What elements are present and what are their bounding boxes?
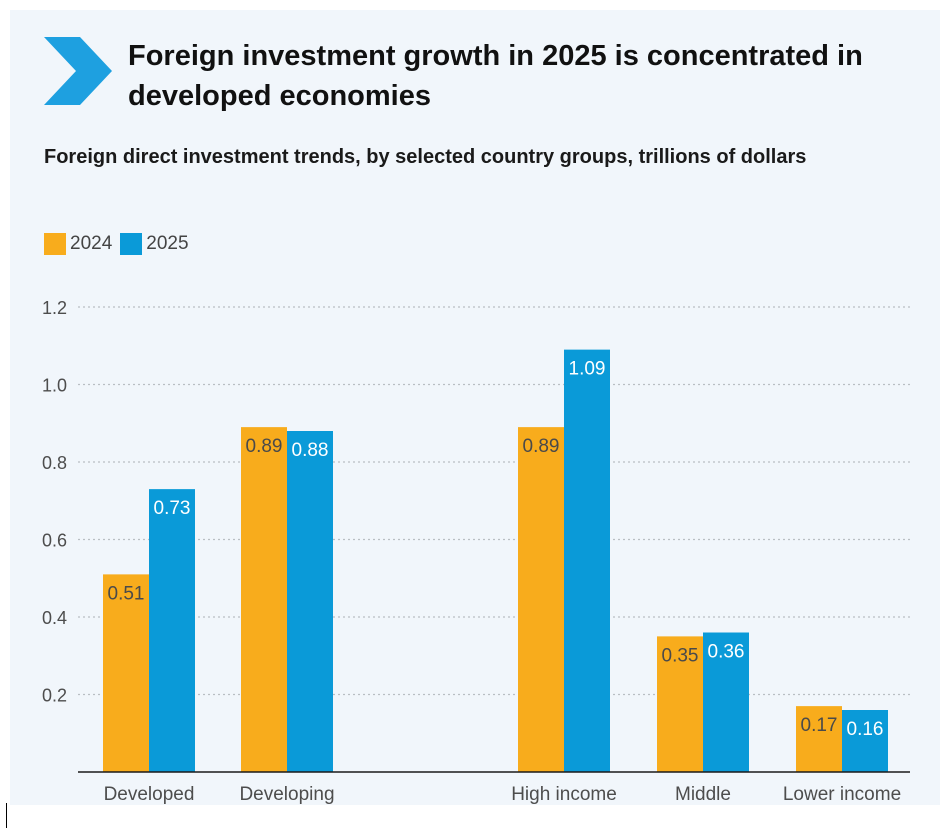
y-tick-label: 0.4 xyxy=(42,608,67,628)
bar-2025 xyxy=(564,349,610,772)
data-label-2024: 0.51 xyxy=(108,583,145,604)
data-label-2024: 0.89 xyxy=(246,436,283,457)
bar-2024 xyxy=(103,574,149,772)
bar-2025 xyxy=(703,632,749,772)
bar-2025 xyxy=(149,489,195,772)
data-label-2025: 0.88 xyxy=(292,440,329,461)
legend-label-2025: 2025 xyxy=(146,233,189,254)
bar-2024 xyxy=(241,427,287,772)
legend-swatch-2025 xyxy=(120,233,143,255)
y-tick-label: 0.6 xyxy=(42,531,67,551)
data-label-2025: 0.16 xyxy=(847,719,884,740)
bar-2024 xyxy=(518,427,564,772)
x-tick-label: Lower income xyxy=(783,784,901,805)
data-label-2025: 1.09 xyxy=(569,359,606,380)
bar-2025 xyxy=(842,710,888,772)
legend-swatch-2024 xyxy=(44,233,66,255)
x-tick-label: High income xyxy=(511,784,617,805)
x-tick-label: Developing xyxy=(239,784,334,805)
legend: 2024 2025 xyxy=(44,233,197,255)
data-label-2025: 0.36 xyxy=(708,642,745,663)
x-tick-label: Developed xyxy=(104,784,195,805)
edge-marker xyxy=(6,803,7,828)
bar-2024 xyxy=(796,706,842,772)
data-label-2024: 0.17 xyxy=(801,715,838,736)
bar-2025 xyxy=(287,431,333,772)
y-tick-label: 1.0 xyxy=(42,376,67,396)
data-label-2024: 0.35 xyxy=(662,645,699,666)
legend-label-2024: 2024 xyxy=(70,233,113,254)
chevron-right-icon xyxy=(44,37,112,105)
legend-item-2024: 2024 xyxy=(44,233,112,255)
y-tick-label: 1.2 xyxy=(42,298,67,318)
y-tick-label: 0.8 xyxy=(42,453,67,473)
y-tick-label: 0.2 xyxy=(42,686,67,706)
chart-subtitle: Foreign direct investment trends, by sel… xyxy=(44,146,807,168)
chart-title: Foreign investment growth in 2025 is con… xyxy=(128,40,863,112)
x-tick-label: Middle xyxy=(675,784,731,805)
legend-item-2025: 2025 xyxy=(120,233,189,255)
data-label-2025: 0.73 xyxy=(154,498,191,519)
data-label-2024: 0.89 xyxy=(523,436,560,457)
bar-2024 xyxy=(657,636,703,772)
